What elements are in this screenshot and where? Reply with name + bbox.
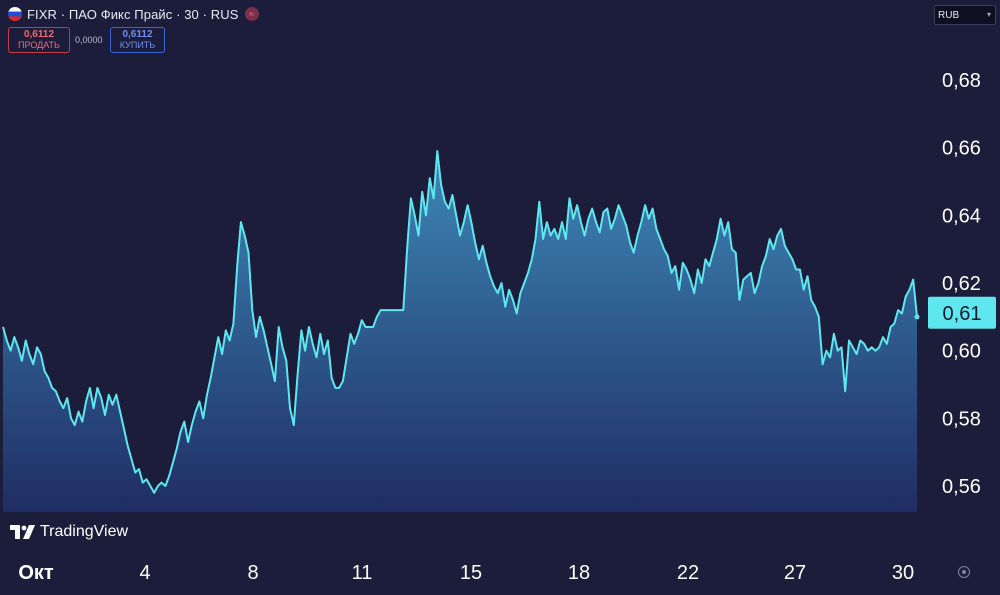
currency-value: RUB: [938, 9, 960, 21]
sell-price: 0,6112: [23, 29, 55, 40]
series-line: [2, 150, 918, 494]
last-price-badge: 0,61: [928, 296, 996, 329]
x-tick-label: 4: [139, 562, 150, 584]
russia-flag-icon: [8, 7, 22, 21]
sell-label: ПРОДАТЬ: [18, 40, 60, 50]
x-tick-label: 27: [784, 562, 806, 584]
live-status-icon: ≈: [244, 7, 259, 21]
last-point-marker: [914, 314, 920, 320]
x-tick-label: 15: [460, 562, 482, 584]
buy-price: 0,6112: [122, 29, 153, 40]
series-area: [3, 151, 917, 512]
y-tick-label: 0,64: [942, 205, 981, 227]
x-tick-label: 11: [352, 562, 373, 584]
y-tick-label: 0,68: [942, 70, 981, 92]
y-tick-label: 0,62: [942, 273, 981, 295]
tradingview-logo-icon: [10, 525, 35, 539]
sell-button[interactable]: 0,6112 ПРОДАТЬ: [8, 27, 70, 53]
x-tick-label: 30: [892, 562, 914, 584]
tradingview-logo[interactable]: TradingView: [10, 523, 128, 541]
x-tick-label: Окт: [18, 562, 54, 584]
last-price-badge-box: [928, 296, 996, 329]
symbol-header: FIXR · ПАО Фикс Прайс · 30 · RUS ≈: [8, 5, 259, 23]
y-tick-label: 0,60: [942, 341, 981, 363]
spread-value: 0,0000: [75, 35, 103, 45]
last-price-label: 0,61: [943, 303, 982, 325]
y-tick-label: 0,66: [942, 138, 981, 160]
symbol-title[interactable]: FIXR · ПАО Фикс Прайс · 30 · RUS: [27, 6, 239, 22]
tradingview-name: TradingView: [40, 523, 129, 540]
buy-label: КУПИТЬ: [119, 40, 156, 50]
currency-select[interactable]: RUB ▾: [934, 5, 996, 25]
y-tick-label: 0,56: [942, 476, 981, 498]
x-tick-label: 18: [568, 562, 590, 584]
chevron-down-icon: ▾: [986, 10, 991, 19]
buy-button[interactable]: 0,6112 КУПИТЬ: [110, 27, 165, 53]
x-tick-label: 8: [247, 562, 258, 584]
y-tick-label: 0,58: [942, 408, 981, 430]
settings-icon[interactable]: [958, 566, 970, 578]
y-axis: 0,68 0,66 0,64 0,62 0,60 0,58 0,56: [942, 70, 981, 498]
x-tick-label: 22: [677, 562, 699, 584]
x-axis: Окт 4 8 11 15 18 22 27 30: [18, 562, 914, 584]
plot-area: [2, 150, 920, 512]
